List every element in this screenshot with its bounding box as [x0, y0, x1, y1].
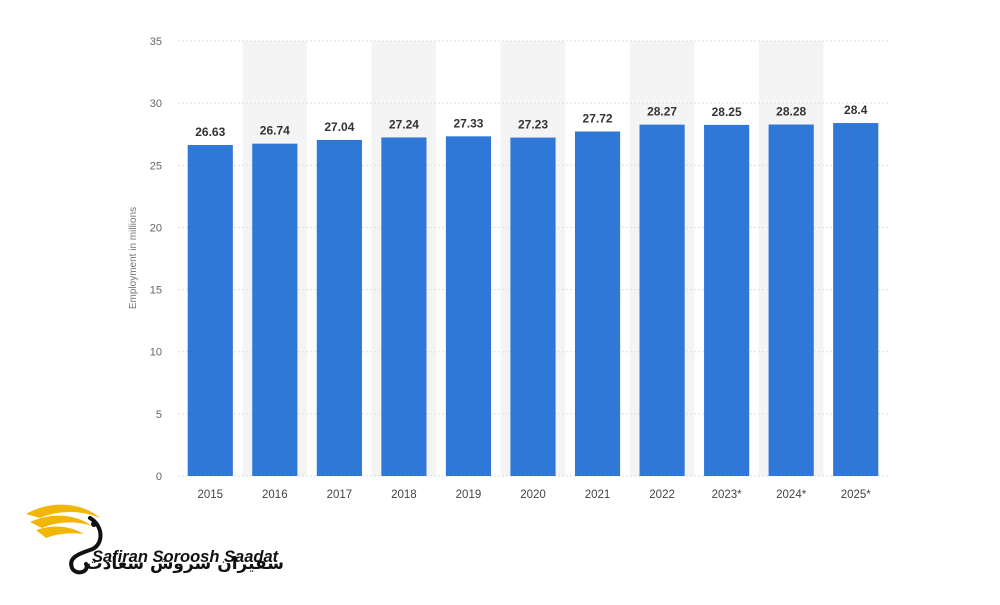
y-tick-label: 15 — [150, 285, 162, 297]
y-tick-label: 35 — [150, 36, 162, 48]
x-tick-label: 2021 — [585, 489, 611, 501]
y-tick-label: 25 — [150, 160, 162, 172]
x-tick-label: 2022 — [649, 489, 675, 501]
bar — [704, 124, 750, 477]
bars — [187, 123, 879, 477]
x-tick-label: 2017 — [327, 489, 353, 501]
data-label: 27.24 — [389, 117, 419, 131]
data-label: 26.63 — [195, 125, 225, 139]
bar — [445, 136, 492, 476]
data-label: 27.33 — [453, 116, 483, 130]
y-tick-label: 0 — [156, 471, 162, 483]
y-tick-label: 10 — [150, 347, 162, 359]
bar — [510, 137, 556, 476]
x-tick-label: 2024* — [776, 489, 807, 501]
x-tick-label: 2023* — [712, 489, 743, 501]
data-label: 28.28 — [776, 105, 806, 119]
bar — [187, 145, 233, 476]
y-tick-label: 5 — [156, 409, 162, 421]
x-axis-ticks: 2015 2016 2017 2018 2019 2020 2021 2022 2023* 202… — [197, 489, 871, 501]
x-tick-label: 2025* — [841, 489, 872, 501]
x-tick-label: 2018 — [391, 489, 417, 501]
data-labels: 26.63 26.74 27.04 27.24 27.33 27.23 27.72 28.27… — [195, 103, 867, 139]
bar — [639, 124, 685, 476]
logo-wing-icon — [26, 504, 103, 575]
x-tick-label: 2016 — [262, 489, 288, 501]
data-label: 27.04 — [324, 120, 354, 134]
bar — [381, 137, 427, 476]
bar — [574, 131, 621, 477]
logo — [20, 492, 290, 582]
data-label: 28.4 — [844, 103, 868, 117]
bar — [252, 143, 298, 476]
y-tick-label: 30 — [150, 98, 162, 110]
y-axis-title: Employment in millions — [128, 207, 139, 309]
x-tick-label: 2020 — [520, 489, 546, 501]
y-axis-ticks: 0 5 10 15 20 25 30 35 — [150, 36, 162, 483]
data-label: 26.74 — [260, 124, 290, 138]
bar — [833, 123, 879, 477]
logo-name-en: Safiran Soroosh Saadat — [92, 548, 279, 566]
data-label: 27.72 — [583, 111, 613, 125]
x-tick-label: 2019 — [456, 489, 482, 501]
bar — [316, 139, 362, 476]
y-tick-label: 20 — [150, 222, 162, 234]
data-label: 28.25 — [712, 105, 742, 119]
logo-name-fa: سفیران سروش سعادت — [85, 554, 284, 574]
x-tick-label: 2015 — [197, 489, 223, 501]
data-label: 27.23 — [518, 118, 548, 132]
bar — [768, 124, 814, 477]
data-label: 28.27 — [647, 105, 677, 119]
